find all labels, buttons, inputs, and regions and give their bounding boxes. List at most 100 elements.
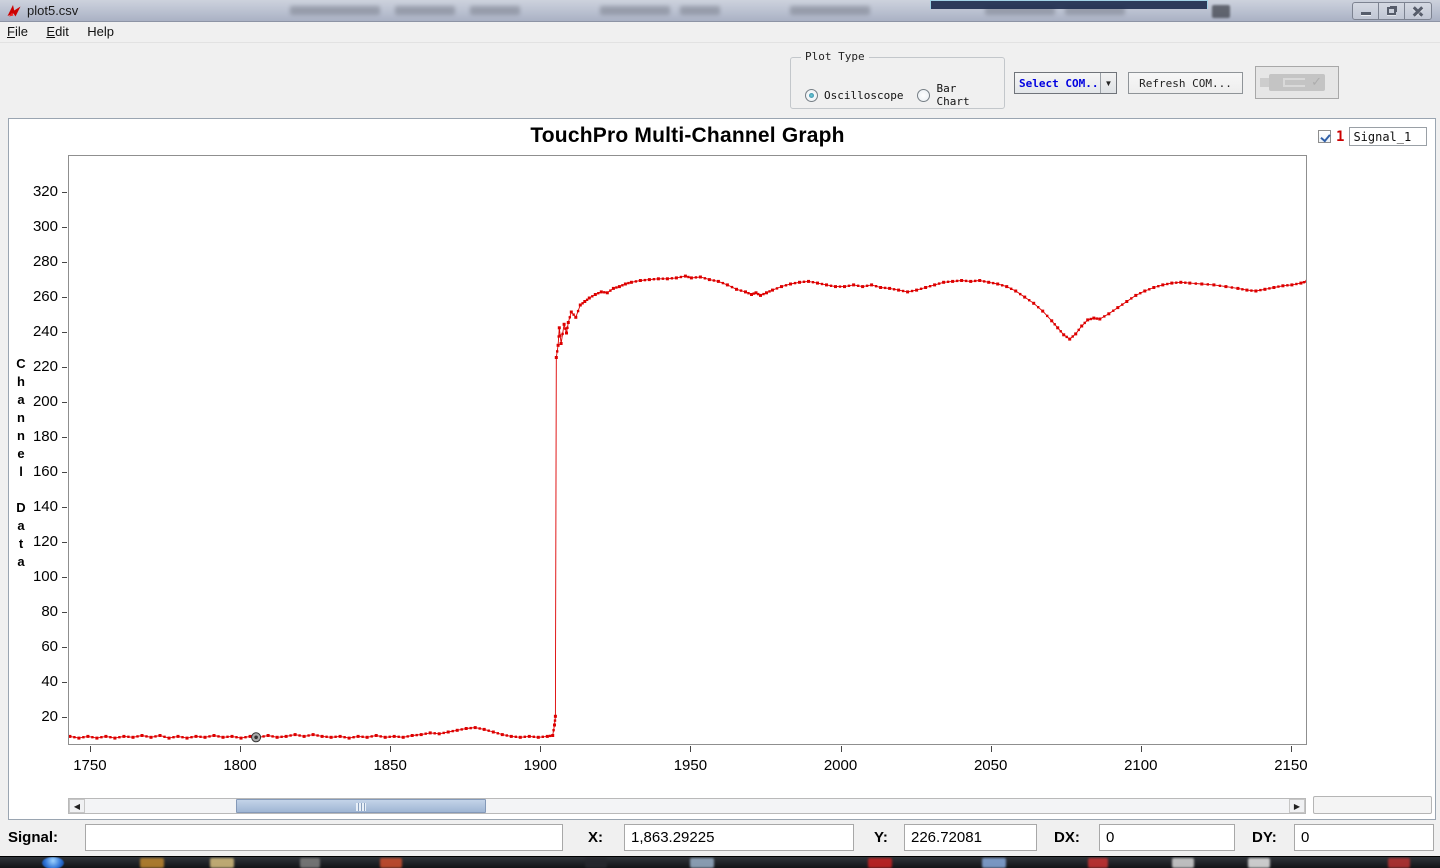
background-window-ghost (790, 6, 870, 15)
signal-label: Signal: (8, 829, 59, 846)
y-tick-label: 240 (32, 323, 58, 340)
background-window-ghost (680, 6, 720, 15)
legend: 1 (1318, 127, 1428, 146)
plot-area[interactable] (68, 155, 1309, 745)
background-window-edge (930, 0, 1208, 9)
menu-edit[interactable]: Edit (46, 24, 69, 39)
chart-title: TouchPro Multi-Channel Graph (530, 124, 845, 147)
y-tick-mark (62, 577, 67, 578)
y-tick-label: 120 (32, 533, 58, 550)
restore-button[interactable] (1379, 3, 1405, 19)
y-tick-mark (62, 717, 67, 718)
x-tick-mark (990, 746, 992, 752)
com-port-select[interactable]: Select COM... ▼ (1014, 72, 1117, 94)
x-readout[interactable] (624, 824, 854, 851)
toolbar: Plot Type Oscilloscope Bar Chart Select … (0, 43, 1440, 132)
x-tick-mark (1290, 746, 1292, 752)
taskbar-icon[interactable] (140, 858, 164, 868)
taskbar-icon[interactable] (1172, 858, 1194, 868)
x-tick-mark (1140, 746, 1142, 752)
y-tick-label: 320 (32, 183, 58, 200)
y-tick-mark (62, 647, 67, 648)
y-tick-mark (62, 682, 67, 683)
title-bar: plot5.csv (0, 0, 1440, 22)
x-tick-mark (390, 746, 392, 752)
y-tick-mark (62, 472, 67, 473)
y-tick-label: 140 (32, 498, 58, 515)
x-tick-label: 2050 (973, 757, 1008, 774)
bar-chart-radio[interactable] (917, 88, 931, 102)
y-readout[interactable] (904, 824, 1037, 851)
x-tick-mark (840, 746, 842, 752)
menu-help[interactable]: Help (87, 24, 115, 39)
start-button[interactable] (42, 857, 64, 868)
taskbar-icon[interactable] (690, 858, 714, 868)
chevron-down-icon: ▼ (1100, 73, 1116, 93)
taskbar-icon[interactable] (210, 858, 234, 868)
scrollbar-thumb[interactable] (236, 799, 486, 813)
taskbar-icon[interactable] (380, 858, 402, 868)
y-tick-label: 280 (32, 253, 58, 270)
minimize-icon (1361, 12, 1371, 15)
taskbar-icon[interactable] (982, 858, 1006, 868)
dy-label: DY: (1252, 829, 1277, 846)
oscilloscope-radio[interactable] (805, 88, 818, 102)
taskbar-icon[interactable] (300, 858, 320, 868)
y-tick-label: 100 (32, 568, 58, 585)
taskbar-icon[interactable] (1248, 858, 1270, 868)
y-tick-mark (62, 437, 67, 438)
taskbar-icon[interactable] (1088, 858, 1108, 868)
taskbar-icon[interactable] (585, 858, 607, 868)
signal-index: 1 (1336, 128, 1345, 145)
plot-type-groupbox: Plot Type Oscilloscope Bar Chart (790, 50, 1005, 109)
dy-readout[interactable] (1294, 824, 1434, 851)
y-tick-label: 300 (32, 218, 58, 235)
background-window-ghost (600, 6, 670, 15)
background-window-ghost (470, 6, 520, 15)
window-title: plot5.csv (27, 3, 79, 18)
y-tick-label: 80 (41, 603, 58, 620)
window-controls (1352, 2, 1432, 20)
taskbar-icon[interactable] (1388, 858, 1410, 868)
signal-visibility-checkbox[interactable] (1318, 130, 1331, 143)
scroll-left-arrow-icon[interactable]: ◀ (69, 799, 85, 813)
y-tick-label: 20 (41, 708, 58, 725)
close-button[interactable] (1405, 3, 1431, 19)
x-tick-label: 1750 (73, 757, 107, 774)
horizontal-scrollbar[interactable]: ◀ ▶ (68, 798, 1306, 814)
y-tick-mark (62, 507, 67, 508)
com-port-select-value: Select COM... (1019, 76, 1100, 90)
x-tick-label: 1800 (223, 757, 257, 774)
minimize-button[interactable] (1353, 3, 1379, 19)
y-tick-label: 260 (32, 288, 58, 305)
taskbar (0, 856, 1440, 868)
y-tick-mark (62, 227, 67, 228)
corner-placeholder (1313, 796, 1432, 814)
signal-name-input[interactable] (1349, 127, 1428, 146)
taskbar-icon[interactable] (868, 858, 892, 868)
x-tick-mark (690, 746, 692, 752)
x-tick-label: 2100 (1124, 757, 1158, 774)
scrollbar-grip-icon (356, 803, 366, 811)
x-tick-mark (89, 746, 91, 752)
x-tick-label: 1850 (373, 757, 407, 774)
usb-connect-button[interactable] (1255, 66, 1339, 99)
menu-file[interactable]: File (7, 24, 28, 39)
x-tick-label: 2000 (823, 757, 858, 774)
y-tick-mark (62, 297, 67, 298)
y-tick-mark (62, 402, 67, 403)
oscilloscope-radio-label[interactable]: Oscilloscope (823, 88, 904, 102)
bar-chart-radio-label[interactable]: Bar Chart (936, 82, 970, 108)
refresh-com-button[interactable]: Refresh COM... (1128, 72, 1243, 94)
menu-bar: File Edit Help (0, 22, 1440, 43)
scroll-right-arrow-icon[interactable]: ▶ (1289, 799, 1305, 813)
y-tick-label: 60 (41, 638, 58, 655)
signal-readout[interactable] (85, 824, 563, 851)
usb-icon (1260, 74, 1325, 91)
background-window-ghost (290, 6, 380, 15)
signal-plot (68, 274, 1309, 743)
y-tick-mark (62, 542, 67, 543)
dx-readout[interactable] (1099, 824, 1235, 851)
y-tick-mark (62, 192, 67, 193)
